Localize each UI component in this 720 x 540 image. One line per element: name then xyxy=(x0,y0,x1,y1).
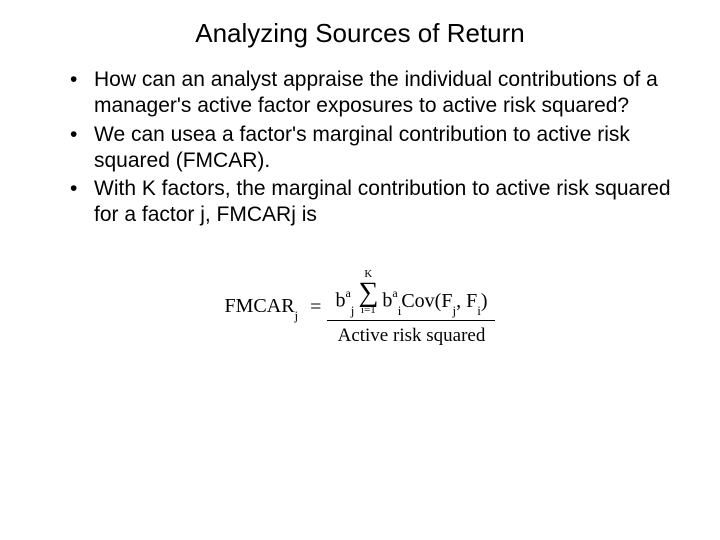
bullet-item: How can an analyst appraise the individu… xyxy=(70,67,690,120)
formula: FMCARj = baj K ∑ i=1 bai Cov(Fj, Fi) Act… xyxy=(30,269,690,347)
formula-lhs-text: FMCAR xyxy=(225,295,295,317)
cov-open: Cov(F xyxy=(401,290,452,312)
numerator: baj K ∑ i=1 bai Cov(Fj, Fi) xyxy=(327,269,495,321)
sigma-symbol: ∑ xyxy=(358,280,378,305)
denominator: Active risk squared xyxy=(330,321,494,347)
formula-lhs-sub: j xyxy=(295,308,299,323)
cov-mid: , F xyxy=(456,290,477,312)
sup-a: a xyxy=(345,286,350,300)
fraction: baj K ∑ i=1 bai Cov(Fj, Fi) Active risk … xyxy=(327,269,495,347)
sum-lower: i=1 xyxy=(361,305,376,316)
cov-sub-j: j xyxy=(452,303,456,318)
bullet-item: With K factors, the marginal contributio… xyxy=(70,176,690,229)
bullet-item: We can usea a factor's marginal contribu… xyxy=(70,122,690,175)
slide-title: Analyzing Sources of Return xyxy=(60,18,660,49)
term-bi: bai xyxy=(382,288,401,316)
sup-a2: a xyxy=(392,286,397,300)
cov-close: ) xyxy=(481,290,488,312)
cov-term: Cov(Fj, Fi) xyxy=(401,290,487,316)
bullet-list: How can an analyst appraise the individu… xyxy=(30,67,690,229)
formula-lhs: FMCARj xyxy=(225,295,299,321)
term-bj: baj xyxy=(335,288,354,316)
cov-sub-i: i xyxy=(477,303,481,318)
equals-sign: = xyxy=(310,296,321,319)
summation: K ∑ i=1 xyxy=(358,269,378,316)
sub-j: j xyxy=(351,303,355,318)
